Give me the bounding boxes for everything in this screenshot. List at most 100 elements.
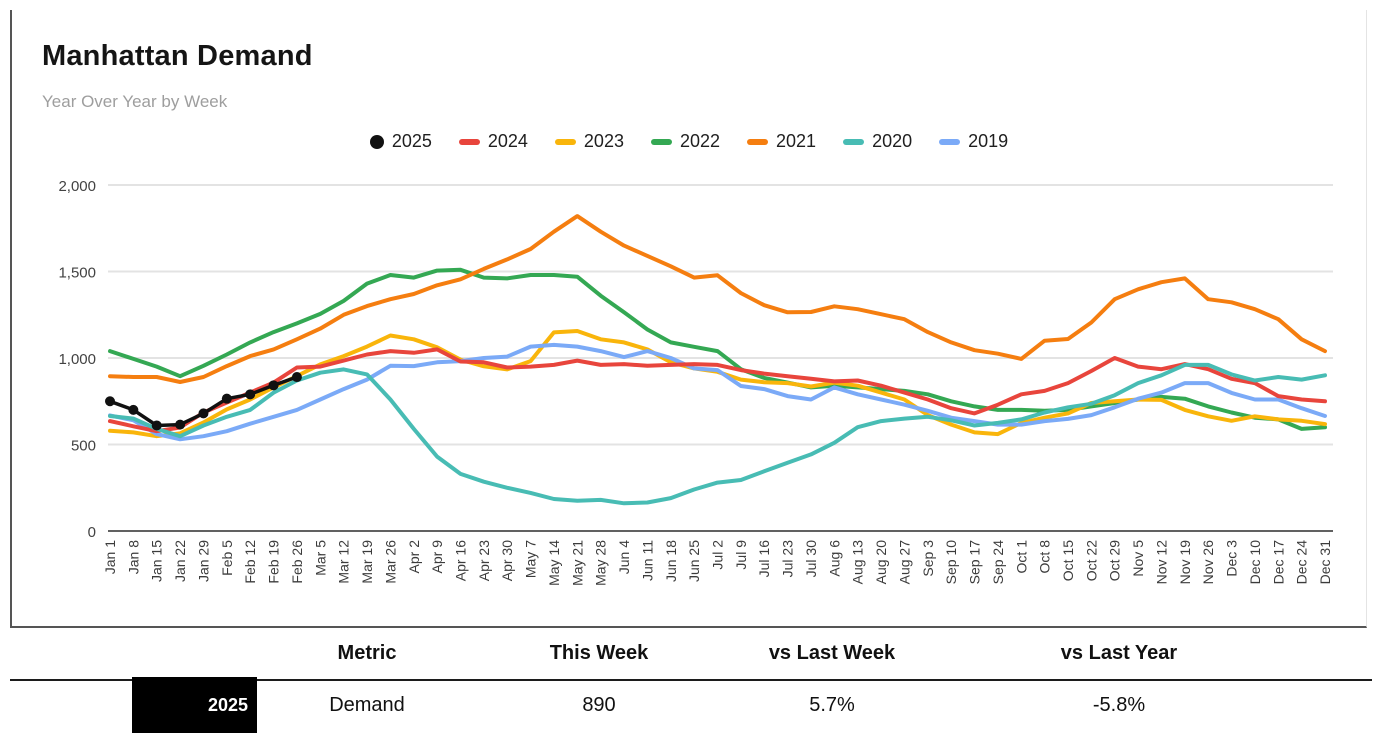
x-tick-label: Oct 8 [1037,540,1053,574]
x-tick-label: Jul 2 [710,540,726,570]
x-tick-label: Mar 19 [359,540,375,584]
x-tick-label: Sep 10 [943,540,959,585]
y-tick-label: 2,000 [58,178,96,195]
x-tick-label: Dec 24 [1294,540,1310,585]
x-tick-label: Jan 15 [149,540,165,582]
x-tick-label: Jul 9 [733,540,749,570]
legend-swatch-2019 [939,138,961,145]
series-line-2024 [108,347,1327,434]
table-header-divider [10,679,1372,681]
x-tick-label: Dec 31 [1317,540,1333,585]
legend-item-2022: 2022 [650,131,720,152]
series-line-2022 [108,267,1327,431]
x-tick-label: Sep 24 [990,540,1006,585]
x-tick-label: Mar 26 [382,540,398,584]
x-tick-label: Sep 17 [967,540,983,585]
x-tick-label: Oct 1 [1013,540,1029,574]
series-point-2025 [221,393,232,404]
x-tick-label: Oct 15 [1060,540,1076,581]
x-tick-label: Jul 30 [803,540,819,578]
x-tick-label: Apr 2 [406,540,422,574]
x-tick-label: Feb 19 [266,540,282,584]
x-tick-label: Aug 13 [850,540,866,585]
x-tick-label: Jul 23 [780,540,796,578]
legend-swatch-2020 [843,138,865,145]
legend-swatch-2022 [650,138,672,145]
x-tick-label: Nov 26 [1200,540,1216,585]
x-tick-label: Jun 11 [639,540,655,581]
legend-label-2023: 2023 [583,131,624,151]
x-tick-label: Jun 18 [663,540,679,582]
x-tick-label: Nov 19 [1177,540,1193,585]
x-tick-label: Feb 26 [289,540,305,584]
series-point-2025 [151,420,162,431]
x-tick-label: Jan 29 [195,540,211,582]
cell-vs-last-week: 5.7% [809,694,855,716]
column-header-vs-last-week: vs Last Week [768,642,896,664]
series-line-2020 [108,362,1327,506]
x-tick-label: Aug 6 [826,540,842,577]
legend-label-2025: 2025 [391,131,432,151]
x-tick-label: Nov 5 [1130,540,1146,577]
cell-this-week: 890 [582,694,616,716]
summary-table: Metric This Week vs Last Week vs Last Ye… [0,628,1376,742]
x-tick-label: Dec 17 [1270,540,1286,585]
series-point-2025 [198,408,209,419]
cell-metric: Demand [329,694,405,716]
x-tick-label: Jun 25 [686,540,702,582]
column-header-this-week: This Week [549,642,649,664]
legend-label-2019: 2019 [968,131,1009,151]
chart-legend: 2025 2024 2023 2022 2021 2020 2019 [12,131,1366,152]
x-tick-label: Jan 1 [102,540,118,574]
x-tick-label: May 28 [593,540,609,586]
legend-label-2024: 2024 [487,131,528,151]
y-tick-label: 1,500 [58,265,96,282]
x-tick-label: Jan 22 [172,540,188,582]
y-tick-label: 500 [71,438,96,455]
x-tick-label: Mar 5 [312,540,328,576]
series-point-2025 [128,404,139,415]
series-point-2025 [245,389,256,400]
legend-item-2024: 2024 [458,131,528,152]
column-header-metric: Metric [337,642,397,664]
chart-card: Manhattan Demand Year Over Year by Week … [10,10,1367,628]
x-tick-label: Jan 8 [125,540,141,574]
series-point-2025 [175,419,186,430]
legend-label-2020: 2020 [872,131,913,151]
legend-label-2021: 2021 [776,131,817,151]
demand-line-chart: 0 500 1,000 1,500 2,000 Jan 1 Jan 8 Jan 15 Jan 2… [58,178,1333,586]
x-tick-label: May 14 [546,540,562,586]
legend-item-2020: 2020 [843,131,912,152]
x-tick-label: Oct 22 [1083,540,1099,581]
legend-swatch-2025 [369,134,384,149]
series-point-2025 [105,396,115,407]
x-tick-label: Apr 23 [476,540,492,581]
x-tick-label: Apr 9 [429,540,445,574]
x-tick-label: Nov 12 [1153,540,1169,585]
series-line-2021 [108,214,1327,384]
x-tick-label: Feb 12 [242,540,258,584]
x-tick-label: Dec 10 [1247,540,1263,585]
x-tick-label: May 7 [523,540,539,578]
x-tick-label: May 21 [569,540,585,586]
legend-item-2023: 2023 [554,131,624,152]
y-tick-label: 0 [88,524,96,541]
x-tick-label: Sep 3 [920,540,936,577]
legend-item-2021: 2021 [747,131,816,152]
x-tick-label: Aug 20 [873,540,889,585]
x-tick-label: Feb 5 [219,540,235,576]
x-tick-label: Apr 30 [499,540,515,581]
x-tick-label: Mar 12 [336,540,352,584]
x-tick-label: Apr 16 [452,540,468,581]
series-point-2025 [291,372,302,383]
legend-item-2019: 2019 [939,131,1008,152]
legend-swatch-2024 [458,138,480,145]
y-tick-label: 1,000 [58,351,96,368]
series-line-2019 [108,342,1327,442]
legend-item-2025: 2025 [369,131,432,152]
cell-vs-last-year: -5.8% [1092,694,1146,716]
chart-subtitle: Year Over Year by Week [42,92,228,111]
x-tick-label: Jul 16 [756,540,772,578]
x-tick-label: Aug 27 [896,540,912,585]
